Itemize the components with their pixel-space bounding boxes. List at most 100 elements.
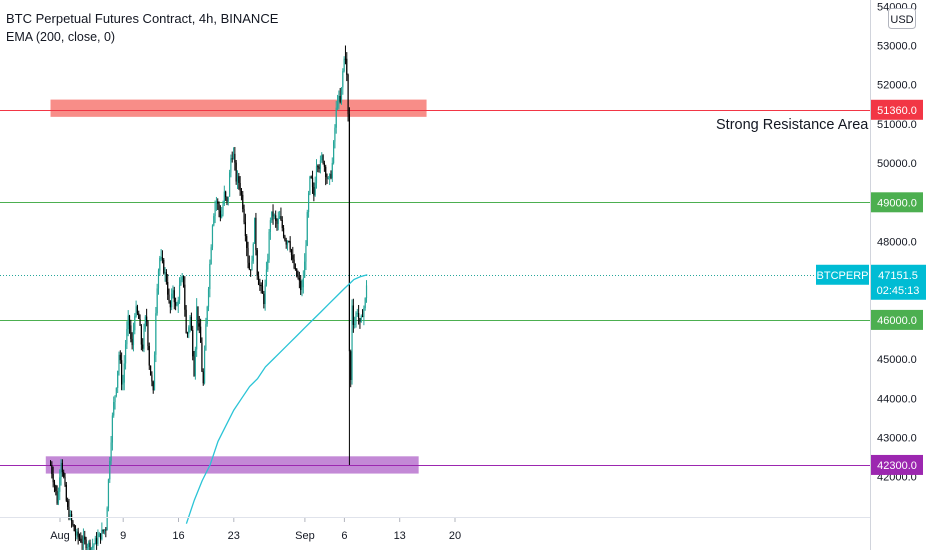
ema-line[interactable] [185, 274, 368, 524]
candle-body [250, 269, 252, 271]
candle-body [230, 158, 232, 173]
candle-body [159, 257, 161, 271]
chart-title[interactable]: BTC Perpetual Futures Contract, 4h, BINA… [6, 11, 279, 26]
candle-body [273, 215, 275, 217]
currency-button[interactable]: USD [888, 8, 916, 29]
candle-body [78, 537, 81, 539]
candle-body [118, 354, 120, 371]
candle-body [92, 546, 94, 548]
time-axis[interactable]: Aug 9 16 23 Sep 6 13 20 [50, 518, 461, 542]
candle-body [55, 485, 57, 492]
candle-body [293, 259, 295, 268]
candle-body [329, 173, 331, 178]
candle-body [80, 538, 82, 542]
candle-body [232, 153, 235, 159]
candle-body [113, 401, 115, 416]
candle-body [134, 316, 136, 331]
candle-body [81, 541, 83, 543]
candle-body [235, 162, 237, 182]
candle-body [264, 284, 266, 305]
candle-body [59, 477, 61, 492]
resistance-zone[interactable] [50, 99, 427, 117]
candle-body [82, 536, 85, 543]
candle-body [354, 323, 356, 325]
candle-body [180, 280, 182, 286]
candle-body [85, 539, 87, 548]
candle-body [326, 176, 328, 179]
candle-body [226, 197, 228, 202]
candle-body [267, 259, 269, 270]
candle-body [350, 351, 352, 380]
candle-body [77, 531, 79, 538]
price-tick-label: 45000.0 [877, 354, 917, 366]
price-tick-label: 53000.0 [877, 41, 917, 53]
level-price-label-bg [871, 99, 923, 120]
candle-body [261, 285, 264, 294]
candle-body [290, 249, 293, 256]
candle-body [210, 247, 212, 265]
candle-body [247, 247, 249, 263]
price-tick-label: 48000.0 [877, 237, 917, 249]
candle-body [146, 316, 148, 322]
candle-body [333, 141, 335, 163]
bottom-zone[interactable] [45, 456, 419, 474]
candle-body [56, 491, 58, 504]
candle-body [124, 344, 127, 364]
bar-countdown: 02:45:13 [877, 285, 920, 297]
candle-body [86, 547, 88, 549]
candle-body [205, 323, 207, 351]
candle-body [288, 241, 290, 243]
ema-layer [185, 274, 368, 524]
candle-body [231, 158, 233, 160]
candle-body [190, 316, 193, 331]
candle-body [111, 415, 114, 443]
candle-body [114, 395, 116, 402]
candle-body [193, 356, 195, 376]
candle-body [49, 464, 52, 466]
candle-body [109, 461, 111, 480]
candle-body [263, 293, 265, 305]
candle-body [214, 203, 216, 217]
candle-body [322, 155, 324, 164]
candle-body [167, 281, 169, 295]
candle-body [335, 107, 337, 128]
candle-body [282, 228, 285, 237]
level-price-label-bg [871, 192, 923, 213]
candle-body [364, 298, 366, 309]
candle-body [265, 269, 268, 285]
candle-body [313, 187, 315, 196]
candle-body [307, 193, 310, 213]
candle-body [361, 315, 364, 318]
candle-body [277, 218, 279, 224]
candle-body [188, 327, 190, 334]
price-tick-label: 43000.0 [877, 433, 917, 445]
candle-body [327, 177, 329, 179]
candle-body [257, 275, 260, 285]
candle-body [103, 529, 106, 532]
candle-body [254, 217, 256, 244]
candle-body [60, 462, 62, 478]
candle-body [136, 306, 139, 314]
candle-body [102, 529, 104, 532]
candle-body [90, 547, 92, 550]
price-tick-label: 52000.0 [877, 80, 917, 92]
candle-body [243, 209, 245, 223]
candle-body [153, 354, 156, 391]
candle-body [96, 538, 98, 544]
candle-body [69, 514, 71, 519]
candles-layer [49, 45, 368, 550]
candle-body [310, 176, 312, 178]
time-tick-label: 23 [228, 530, 240, 542]
candle-body [198, 323, 200, 327]
time-tick-label: 13 [394, 530, 406, 542]
candle-body [119, 354, 121, 361]
candle-body [284, 236, 286, 241]
candle-body [347, 74, 349, 115]
candle-body [236, 176, 239, 182]
candle-body [164, 272, 166, 274]
candle-body [98, 533, 100, 537]
candle-body [110, 442, 112, 462]
price-tick-label: 50000.0 [877, 158, 917, 170]
indicator-legend[interactable]: EMA (200, close, 0) [6, 30, 116, 44]
